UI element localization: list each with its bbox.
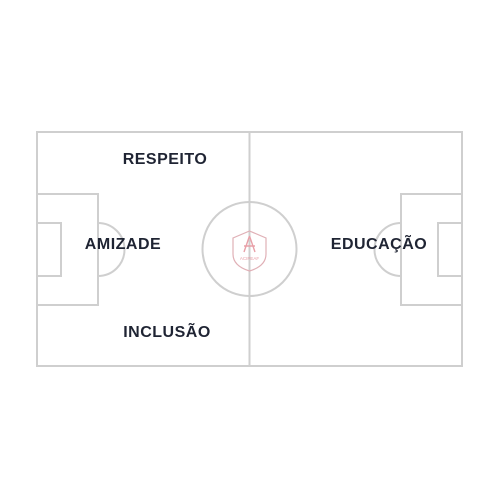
left-goal-area: [36, 222, 62, 277]
club-crest-icon: ACIPEAF: [232, 230, 267, 272]
right-goal-area: [437, 222, 463, 277]
label-respeito: RESPEITO: [122, 151, 208, 168]
label-inclusao: INCLUSÃO: [123, 324, 211, 341]
center-circle: [201, 201, 298, 297]
label-amizade: AMIZADE: [84, 236, 162, 253]
right-penalty-arc: [373, 222, 402, 277]
left-penalty-arc: [97, 222, 126, 277]
club-crest-text: ACIPEAF: [240, 256, 260, 261]
label-educacao: EDUCAÇÃO: [330, 236, 428, 253]
